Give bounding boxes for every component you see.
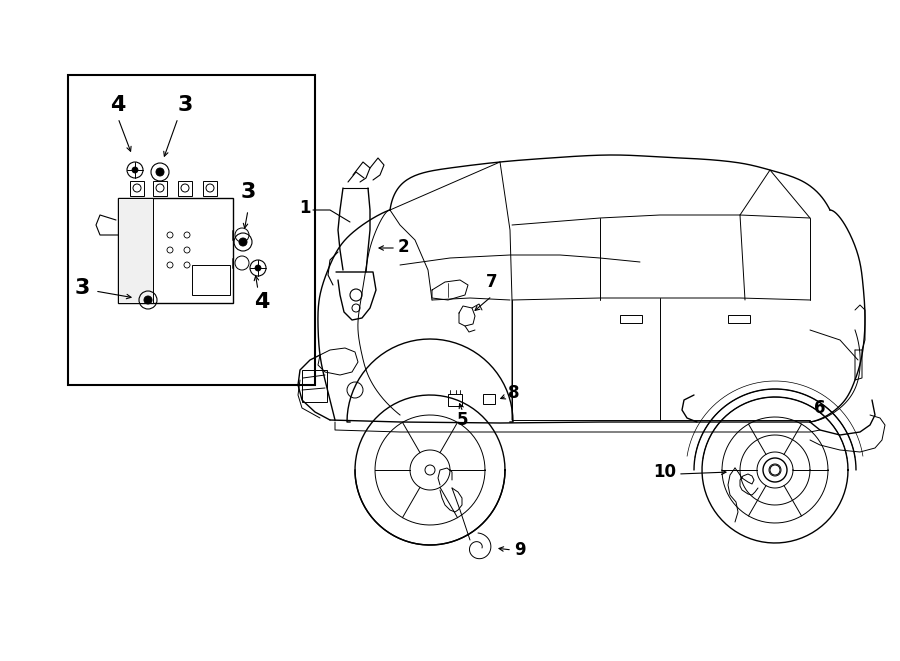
Circle shape <box>132 167 138 173</box>
Text: 7: 7 <box>486 273 498 291</box>
Circle shape <box>255 265 261 271</box>
Text: 4: 4 <box>111 95 126 115</box>
Bar <box>448 394 462 406</box>
Circle shape <box>156 168 164 176</box>
Text: 6: 6 <box>814 399 826 417</box>
Text: 4: 4 <box>255 292 270 312</box>
Bar <box>302 370 327 402</box>
Text: 8: 8 <box>508 384 520 402</box>
Bar <box>203 181 217 196</box>
Circle shape <box>144 296 152 304</box>
Bar <box>483 394 495 404</box>
Bar <box>178 181 192 196</box>
Bar <box>118 198 153 303</box>
Text: 3: 3 <box>75 278 90 298</box>
Text: 3: 3 <box>240 182 256 202</box>
Text: 10: 10 <box>653 463 677 481</box>
Bar <box>153 181 167 196</box>
Bar <box>728 315 750 323</box>
Circle shape <box>239 238 247 246</box>
Text: 5: 5 <box>457 411 469 429</box>
Bar <box>620 315 642 323</box>
Bar <box>68 75 315 385</box>
Text: 3: 3 <box>177 95 193 115</box>
Text: 9: 9 <box>514 541 526 559</box>
Bar <box>130 181 144 196</box>
Bar <box>192 265 230 295</box>
Text: 2: 2 <box>397 238 409 256</box>
Text: 1: 1 <box>299 199 310 217</box>
Bar <box>118 198 233 303</box>
